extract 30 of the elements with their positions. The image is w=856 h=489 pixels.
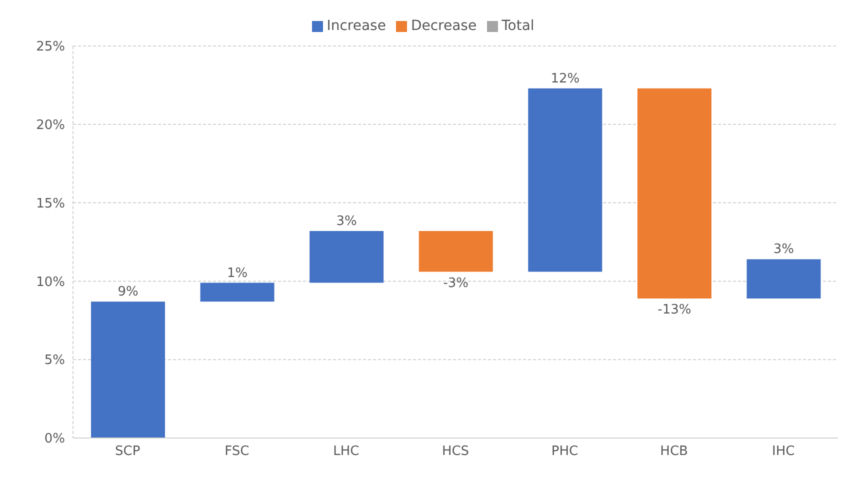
x-tick-label: SCP [115, 444, 140, 460]
y-tick-label: 25% [36, 40, 65, 55]
bar [91, 302, 165, 438]
data-label: 12% [550, 71, 580, 86]
y-tick-label: 20% [36, 118, 65, 134]
bar [528, 88, 602, 272]
legend-label: Total [502, 18, 534, 34]
data-label: 3% [773, 242, 794, 258]
y-tick-label: 5% [44, 353, 65, 368]
legend-label: Increase [326, 18, 386, 34]
bar [418, 231, 493, 272]
bar [746, 259, 821, 298]
data-label: -13% [658, 302, 692, 318]
x-tick-label: LHC [333, 444, 360, 460]
legend-label: Decrease [410, 18, 477, 34]
bar [310, 231, 384, 283]
data-label: 9% [118, 284, 138, 300]
x-tick-label: IHC [772, 444, 795, 460]
y-tick-label: 0% [44, 432, 65, 447]
x-tick-label: PHC [551, 444, 578, 460]
x-tick-label: FSC [224, 444, 250, 460]
x-tick-label: HCB [660, 444, 688, 460]
data-label: 3% [336, 214, 357, 230]
data-label: -3% [443, 276, 469, 291]
y-tick-label: 15% [36, 196, 65, 212]
bar [200, 282, 274, 302]
bar [637, 88, 712, 298]
x-tick-label: HCS [442, 444, 470, 460]
y-tick-label: 10% [36, 274, 65, 290]
data-label: 1% [226, 266, 248, 281]
